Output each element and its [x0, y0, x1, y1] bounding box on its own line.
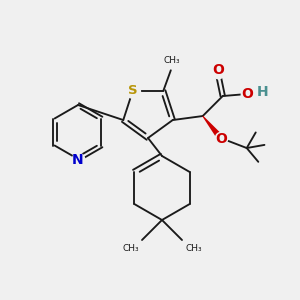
Text: CH₃: CH₃ [185, 244, 202, 253]
Text: O: O [241, 87, 253, 101]
Text: S: S [128, 85, 137, 98]
Text: O: O [212, 63, 224, 77]
Polygon shape [202, 116, 224, 140]
Text: CH₃: CH₃ [164, 56, 180, 65]
Text: H: H [257, 85, 268, 99]
Text: O: O [215, 132, 227, 146]
Text: CH₃: CH₃ [122, 244, 139, 253]
Text: N: N [72, 153, 84, 167]
